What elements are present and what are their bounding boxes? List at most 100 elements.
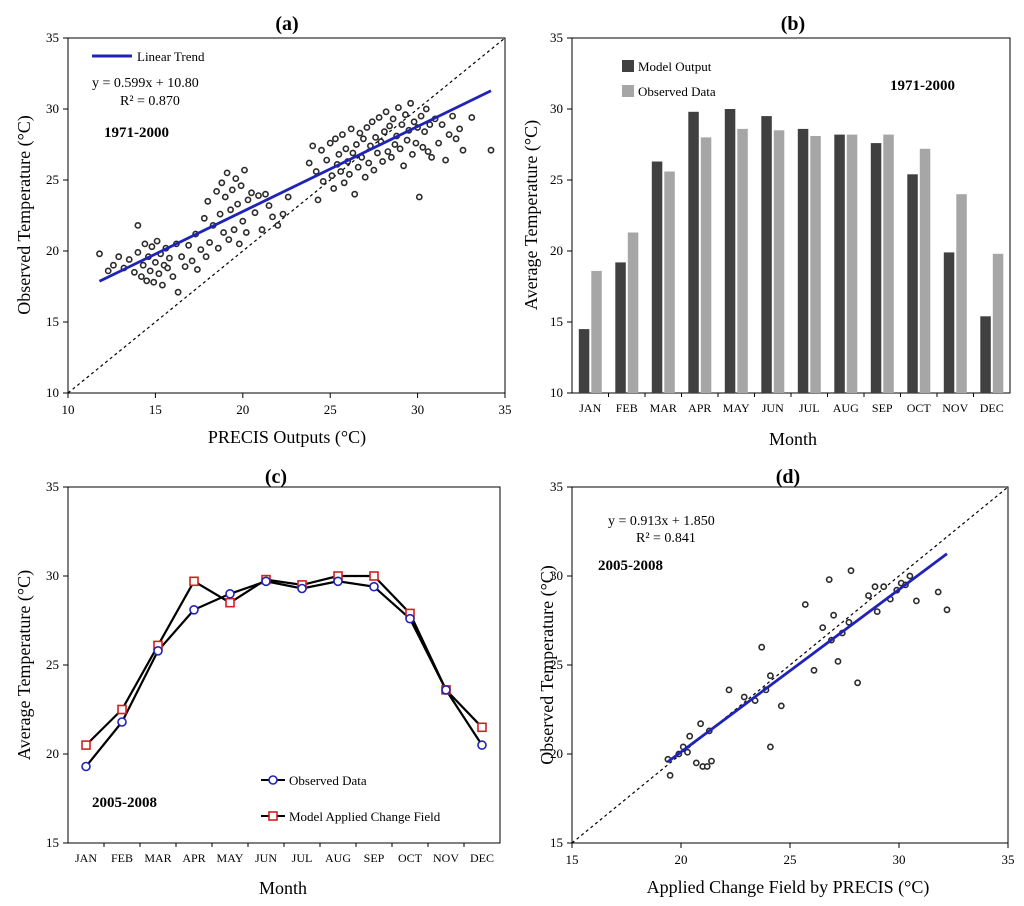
panel-a-point	[174, 288, 182, 296]
panel-b-bar-observed	[992, 253, 1004, 393]
panel-d-plot: 15 20 25 30 35 15 20 25 30 35	[550, 479, 1015, 867]
panel-a-point	[370, 166, 378, 174]
panel-a-point	[375, 114, 383, 121]
panel-a-point	[239, 217, 247, 225]
panel-a-ytick-label: 30	[46, 101, 59, 116]
panel-c-marker-observed	[405, 613, 415, 624]
panel-d-ylabel: Observed Temperature (°C)	[537, 565, 558, 765]
panel-a-point	[141, 240, 149, 248]
panel-b-bar-model	[797, 128, 809, 393]
panel-d-point	[697, 720, 704, 728]
panel-c-marker-observed	[441, 685, 451, 695]
panel-d-xtick-label: 25	[784, 852, 797, 867]
panel-c-ytick-label: 20	[46, 746, 59, 761]
panel-a-point	[382, 108, 390, 116]
panel-b-ytick-label: 20	[550, 243, 563, 258]
panel-c-legend-model: Model Applied Change Field	[289, 809, 441, 824]
panel-a-point	[241, 166, 248, 174]
panel-a-point	[318, 146, 325, 154]
panel-b-legend-observed: Observed Data	[638, 84, 716, 99]
panel-b-legend-model: Model Output	[638, 59, 712, 74]
panel-a-point	[197, 246, 205, 253]
panel-a-point	[134, 248, 142, 256]
panel-a-point	[323, 156, 331, 164]
panel-b-period: 1971-2000	[890, 78, 955, 94]
panel-a-point	[349, 149, 357, 157]
panel-c-ytick-label: 35	[46, 479, 59, 494]
panel-a-point	[213, 187, 220, 195]
panel-a-point	[125, 256, 133, 263]
panel-c-legend-marker-observed	[268, 775, 278, 785]
panel-b-xtick-label: AUG	[833, 401, 859, 415]
panel-d-point	[810, 666, 818, 674]
panel-d-trend-line	[667, 552, 948, 763]
panel-d-point	[906, 572, 914, 580]
panel-a-point	[351, 190, 359, 198]
panel-d-point	[873, 608, 881, 615]
panel-a-point	[150, 278, 158, 286]
panel-c-marker-observed	[81, 761, 91, 772]
panel-a-point	[232, 175, 240, 182]
panel-d-point	[777, 702, 785, 710]
panel-b-bar-observed	[956, 194, 967, 393]
panel-a-point	[258, 226, 266, 234]
panel-a-point	[365, 159, 373, 167]
panel-a-point	[235, 240, 243, 248]
panel-c-xtick-label: FEB	[111, 851, 133, 865]
panel-a: (a) 10 15 20 25 30 35 10 15 20 25 30 35 PRECIS Outp…	[14, 13, 512, 448]
panel-d-point	[758, 643, 766, 651]
panel-a-point	[487, 146, 495, 154]
panel-a-point	[452, 135, 460, 143]
panel-d-period: 2005-2008	[598, 558, 663, 574]
panel-c-legend-observed: Observed Data	[289, 773, 367, 788]
panel-c-xtick-label: APR	[182, 851, 205, 865]
panel-c-xtick-label: JUL	[292, 851, 313, 865]
panel-a-point	[284, 193, 292, 201]
panel-d-xtick-label: 15	[566, 852, 579, 867]
panel-a-point	[151, 258, 159, 266]
panel-b-bar-model	[834, 134, 845, 393]
panel-a-frame	[67, 37, 506, 394]
panel-a-point	[255, 192, 262, 199]
panel-b-bar-model	[870, 143, 882, 393]
panel-a-point	[387, 153, 395, 161]
panel-a-point	[309, 142, 317, 150]
panel-a-point	[216, 210, 224, 218]
panel-a-point	[237, 182, 245, 190]
panel-a-point	[373, 149, 381, 157]
panel-a-point	[139, 261, 147, 269]
panel-d-equation: y = 0.913x + 1.850	[608, 514, 715, 529]
panel-b-ytick-label: 15	[550, 314, 563, 329]
panel-a-trend-line	[98, 89, 492, 283]
panel-d-point	[865, 592, 872, 599]
panel-a-point	[435, 139, 442, 147]
panel-a-point	[386, 122, 393, 130]
panel-d-xtick-label: 30	[893, 852, 906, 867]
panel-a-point	[468, 114, 476, 121]
panel-b-xtick-label: NOV	[942, 401, 968, 415]
panel-a-point	[410, 118, 418, 126]
panel-a-point	[384, 148, 392, 155]
panel-d-xtick-label: 20	[675, 852, 688, 867]
panel-a-point	[379, 158, 386, 165]
panel-c-ytick-label: 25	[46, 657, 59, 672]
panel-a-r2: R² = 0.870	[120, 94, 180, 109]
panel-a-ytick-label: 20	[46, 243, 59, 258]
panel-b-xtick-label: MAR	[650, 401, 677, 415]
panel-a-point	[337, 168, 345, 175]
panel-c-marker-observed	[117, 717, 127, 727]
panel-a-point	[403, 136, 411, 144]
panel-a-point	[421, 128, 428, 136]
panel-a-point	[193, 266, 201, 273]
panel-a-point	[342, 145, 350, 153]
panel-a-period: 1971-2000	[104, 125, 169, 141]
panel-a-point	[417, 112, 425, 120]
panel-a-point	[220, 229, 227, 236]
panel-d-point	[847, 567, 855, 575]
panel-a-point	[242, 229, 250, 236]
panel-a-ytick-label: 10	[46, 385, 59, 400]
panel-a-point	[449, 112, 456, 120]
panel-a-point	[380, 128, 388, 136]
panel-c-ytick-label: 15	[46, 835, 59, 850]
